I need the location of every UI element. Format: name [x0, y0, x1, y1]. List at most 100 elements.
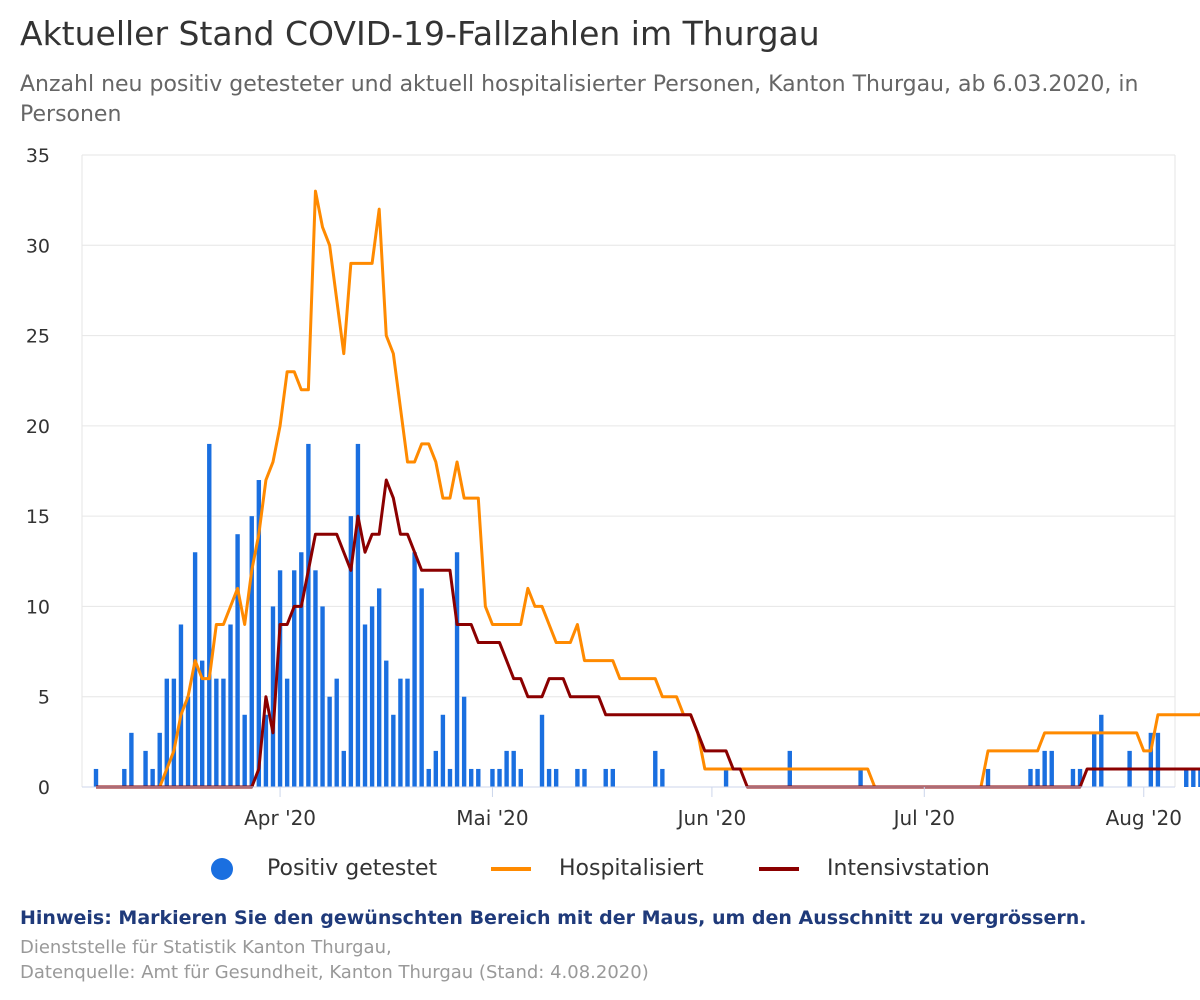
bar[interactable]: [1184, 768, 1189, 787]
bar[interactable]: [447, 768, 453, 787]
legend-item-positiv[interactable]: Positiv getestet: [211, 856, 437, 881]
bar[interactable]: [610, 768, 615, 787]
legend-line-icon: [759, 866, 799, 871]
bar[interactable]: [143, 750, 148, 787]
bar[interactable]: [242, 714, 247, 787]
bar[interactable]: [405, 678, 410, 787]
bar[interactable]: [284, 678, 290, 787]
bar[interactable]: [129, 732, 134, 787]
bar[interactable]: [511, 750, 516, 787]
bar[interactable]: [1092, 732, 1097, 787]
bar[interactable]: [603, 768, 608, 787]
bar[interactable]: [369, 606, 375, 787]
bar[interactable]: [1077, 768, 1083, 787]
bar[interactable]: [723, 768, 729, 787]
bar[interactable]: [433, 750, 439, 787]
bar[interactable]: [469, 768, 474, 787]
chart-subtitle: Anzahl neu positiv getesteter und aktuel…: [20, 72, 1139, 127]
bar[interactable]: [277, 570, 283, 787]
bar[interactable]: [157, 732, 162, 787]
bar[interactable]: [171, 678, 177, 787]
bar[interactable]: [1070, 768, 1076, 787]
bar[interactable]: [1198, 768, 1200, 787]
bar[interactable]: [1191, 768, 1196, 787]
bar[interactable]: [426, 768, 431, 787]
positive-bars[interactable]: [93, 443, 1200, 787]
x-tick-label: Apr '20: [244, 806, 316, 830]
bar[interactable]: [249, 516, 254, 787]
bar[interactable]: [1148, 732, 1154, 787]
bar[interactable]: [582, 768, 587, 787]
bar[interactable]: [214, 678, 219, 787]
bar[interactable]: [256, 480, 262, 787]
bar[interactable]: [327, 696, 332, 787]
bar[interactable]: [461, 696, 467, 787]
bar[interactable]: [384, 660, 389, 787]
bar[interactable]: [292, 570, 297, 787]
bar[interactable]: [164, 678, 169, 787]
bar[interactable]: [539, 714, 545, 787]
bar[interactable]: [454, 552, 460, 787]
series-line-intensivstation[interactable]: [96, 478, 1200, 789]
bar[interactable]: [1042, 750, 1047, 787]
bar[interactable]: [306, 443, 311, 787]
source-line: Datenquelle: Amt für Gesundheit, Kanton …: [20, 962, 649, 983]
bar[interactable]: [355, 443, 361, 787]
zoom-hint: Hinweis: Markieren Sie den gewünschten B…: [20, 907, 1087, 929]
bar[interactable]: [299, 552, 304, 787]
bar[interactable]: [440, 714, 446, 787]
bar[interactable]: [221, 678, 226, 787]
bar[interactable]: [199, 660, 205, 787]
bar[interactable]: [1049, 750, 1054, 787]
bar[interactable]: [178, 624, 184, 787]
bar[interactable]: [412, 552, 417, 787]
bar[interactable]: [398, 678, 403, 787]
bar[interactable]: [553, 768, 559, 787]
bar[interactable]: [122, 768, 127, 787]
bar[interactable]: [263, 714, 269, 787]
series-line-hospitalisiert[interactable]: [96, 189, 1200, 789]
bar[interactable]: [518, 768, 523, 787]
bar[interactable]: [235, 534, 240, 787]
covid-chart[interactable]: 0 5 10 15 20 25 30 35 Apr '20 Mai '20 Jun '20 Jul …: [0, 140, 1200, 840]
bar[interactable]: [504, 750, 509, 787]
bar[interactable]: [320, 606, 325, 787]
y-tick-label: 25: [26, 326, 50, 348]
bar[interactable]: [985, 768, 991, 787]
bar[interactable]: [150, 768, 155, 787]
bar[interactable]: [1155, 732, 1161, 787]
y-axis-ticks: 0 5 10 15 20 25 30 35: [26, 145, 50, 799]
bar[interactable]: [419, 588, 424, 787]
bar[interactable]: [334, 678, 339, 787]
bar[interactable]: [348, 516, 354, 787]
bar[interactable]: [660, 768, 665, 787]
bar[interactable]: [341, 750, 346, 787]
legend-label: Positiv getestet: [267, 856, 438, 881]
bar[interactable]: [1099, 714, 1104, 787]
bar[interactable]: [653, 750, 658, 787]
bar[interactable]: [362, 624, 368, 787]
bar[interactable]: [185, 696, 191, 787]
legend-item-hospitalisiert[interactable]: Hospitalisiert: [491, 856, 704, 881]
x-tick-label: Aug '20: [1106, 806, 1182, 830]
bar[interactable]: [546, 768, 552, 787]
y-tick-label: 5: [38, 687, 50, 709]
bar[interactable]: [207, 443, 212, 787]
bar[interactable]: [192, 552, 198, 787]
bar[interactable]: [93, 768, 99, 787]
bar[interactable]: [1028, 768, 1033, 787]
bar[interactable]: [270, 606, 276, 787]
legend-item-intensivstation[interactable]: Intensivstation: [759, 856, 990, 881]
bar[interactable]: [476, 768, 481, 787]
bar[interactable]: [497, 768, 502, 787]
bar[interactable]: [1035, 768, 1040, 787]
bar[interactable]: [575, 768, 580, 787]
x-tick-label: Jun '20: [676, 806, 747, 830]
bar[interactable]: [858, 768, 863, 787]
bar[interactable]: [228, 624, 233, 787]
grid-lines: [81, 154, 1176, 787]
bar[interactable]: [490, 768, 495, 787]
bar[interactable]: [391, 714, 396, 787]
bar[interactable]: [376, 588, 382, 787]
bar[interactable]: [313, 570, 318, 787]
